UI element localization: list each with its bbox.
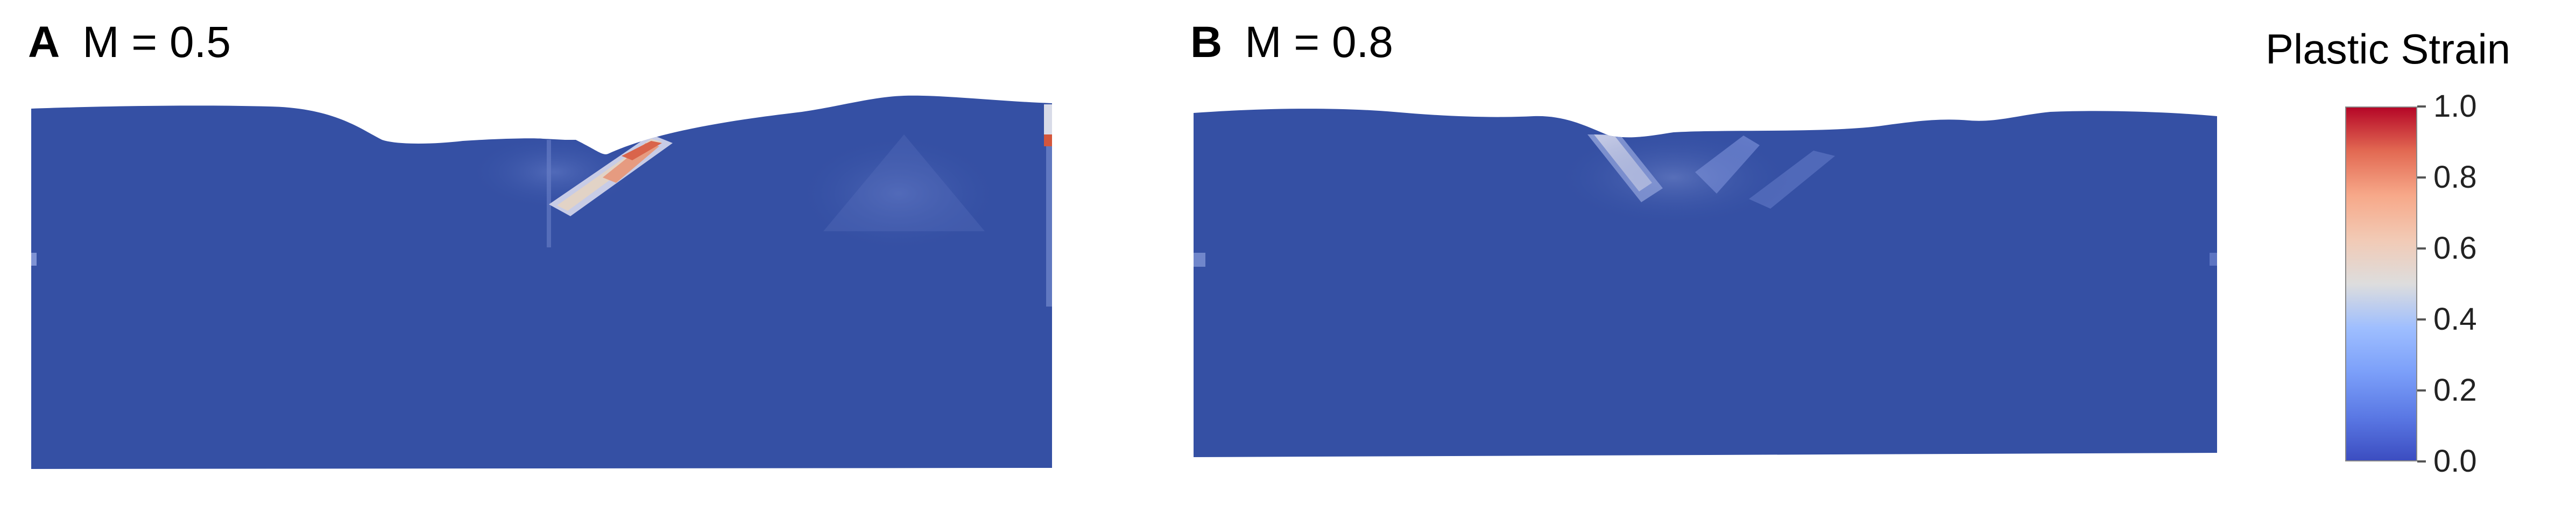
panel-a-strain-field [31, 95, 1052, 470]
colorbar-tick-label: 1.0 [2433, 89, 2477, 124]
panel-b-left-edge-patch [1194, 253, 1205, 267]
colorbar [2345, 106, 2417, 461]
colorbar-title: Plastic Strain [2266, 25, 2511, 73]
colorbar-tick-label: 0.2 [2433, 373, 2477, 408]
colorbar-tick-label: 0.6 [2433, 231, 2477, 266]
panel-a-edge-strain [1044, 104, 1052, 137]
panel-b-strain-patch [1555, 129, 1792, 226]
colorbar-tick-mark [2417, 460, 2426, 463]
colorbar-tick-mark [2417, 176, 2426, 179]
panel-a-shear-band [549, 134, 673, 216]
panel-a-strain-patch-right [796, 134, 1001, 253]
panel-a-letter: A [28, 18, 60, 67]
panel-a-label: M = 0.5 [82, 18, 231, 67]
colorbar-tick-label: 0.0 [2433, 444, 2477, 479]
panel-a-edge-strain-high [1044, 134, 1052, 146]
panel-a-wedge [823, 134, 985, 231]
panel-b-letter: B [1190, 18, 1223, 67]
colorbar-tick-mark [2417, 389, 2426, 392]
panel-a-fault-line-left [547, 140, 551, 247]
colorbar-tick-mark [2417, 247, 2426, 250]
panel-b-label: M = 0.8 [1245, 18, 1393, 67]
colorbar-tick-label: 0.8 [2433, 160, 2477, 195]
panel-b-strain-field [1194, 109, 2217, 457]
colorbar-tick-mark [2417, 318, 2426, 321]
panel-a-title: A M = 0.5 [28, 20, 231, 65]
colorbar-tick-label: 0.4 [2433, 302, 2477, 337]
panel-b-right-edge-patch [2210, 253, 2217, 266]
panel-a-fault-line-right [1046, 113, 1052, 307]
colorbar-tick-mark [2417, 105, 2426, 108]
panel-b-title: B M = 0.8 [1190, 20, 1393, 65]
panel-a-left-edge-patch [31, 253, 37, 266]
